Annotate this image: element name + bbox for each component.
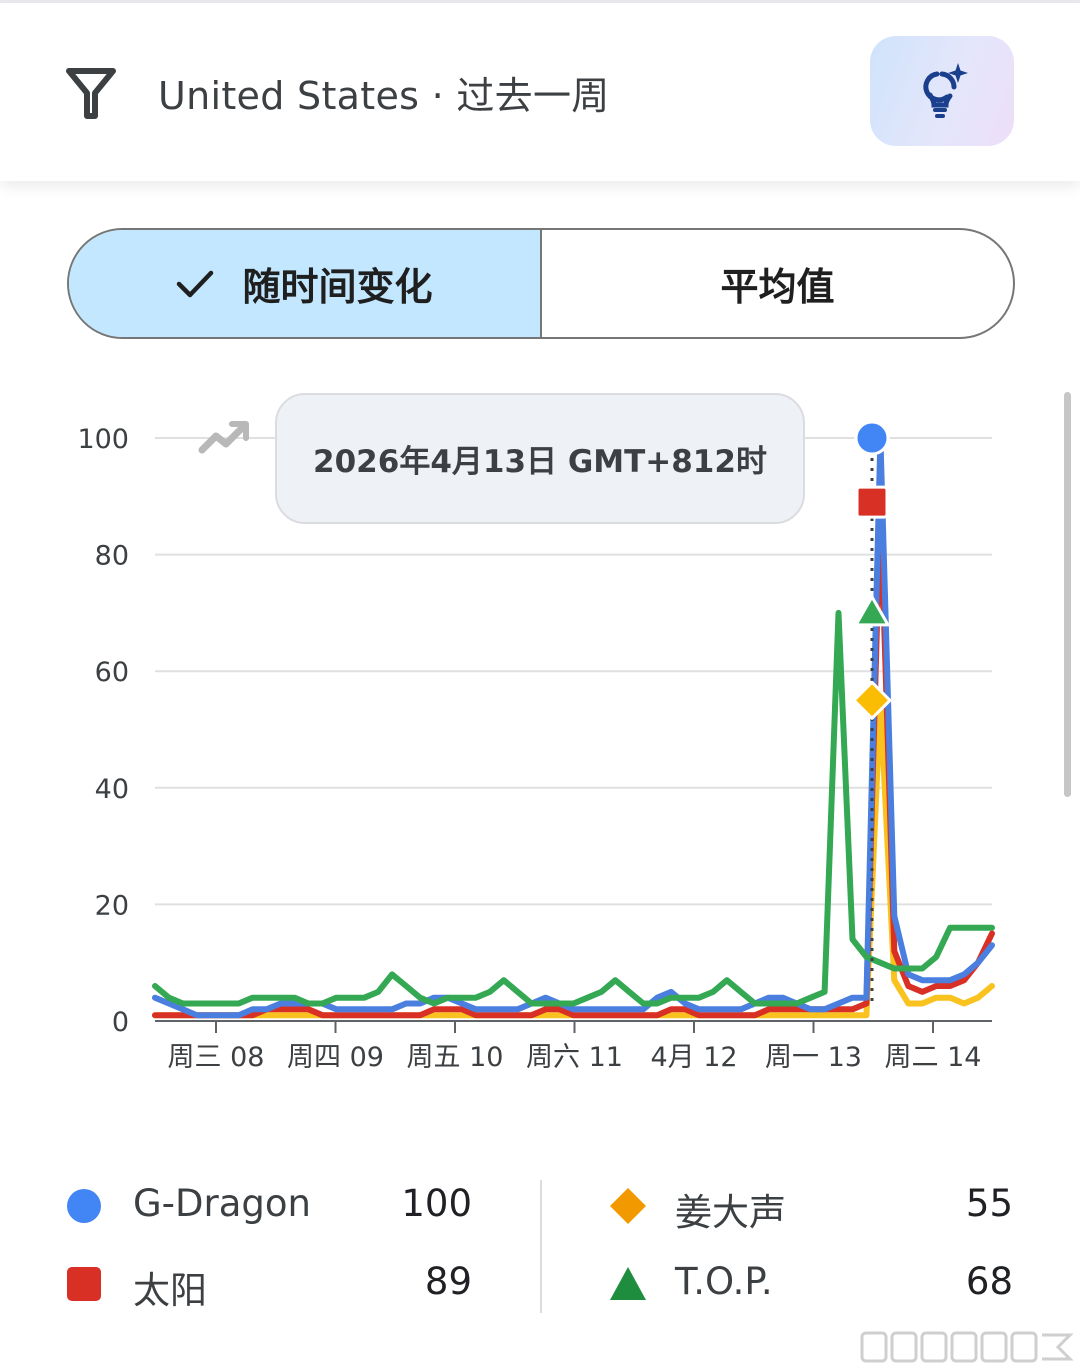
legend-label: 太阳 — [133, 1269, 207, 1312]
square-marker-icon — [67, 1267, 101, 1301]
ai-insights-button[interactable] — [870, 36, 1014, 146]
y-tick-label: 80 — [95, 541, 129, 572]
toggle-over-time-label: 随时间变化 — [242, 265, 433, 309]
watermark-icon — [860, 1331, 1074, 1363]
trend-chart[interactable]: 0 20 40 60 80 100 周三 08 周四 09 周五 10 周六 11 4月 12 周一… — [0, 0, 1080, 1120]
toggle-average-label: 平均值 — [720, 265, 835, 309]
legend-value: 100 — [401, 1182, 472, 1225]
marker-circle — [854, 420, 890, 456]
top-border — [0, 0, 1080, 3]
diamond-marker-icon — [610, 1188, 646, 1224]
legend-label: G-Dragon — [133, 1182, 311, 1225]
y-tick-label: 20 — [95, 890, 129, 921]
series-line- — [152, 499, 995, 1019]
view-toggle: 随时间变化 平均值 — [67, 228, 1015, 339]
legend-label: T.O.P. — [675, 1260, 773, 1303]
filter-icon[interactable] — [66, 67, 116, 119]
toggle-over-time[interactable]: 随时间变化 — [69, 230, 542, 337]
marker-triangle — [854, 595, 890, 627]
x-tick-label: 周六 11 — [526, 1042, 623, 1073]
legend-value: 55 — [965, 1182, 1013, 1225]
trending-icon — [198, 421, 249, 454]
marker-diamond — [852, 680, 892, 720]
filter-summary[interactable]: United States · 过去一周 — [158, 74, 610, 118]
circle-marker-icon — [67, 1189, 101, 1223]
x-tick-label: 周四 09 — [287, 1042, 384, 1073]
lightbulb-sparkle-icon — [923, 63, 968, 118]
x-tick-label: 周五 10 — [407, 1042, 504, 1073]
scrollbar[interactable] — [1064, 392, 1071, 797]
series-line-g-dragon — [152, 435, 995, 1019]
y-tick-label: 100 — [77, 424, 129, 455]
marker-square — [855, 485, 889, 519]
legend-divider — [540, 1180, 542, 1313]
legend-value: 89 — [424, 1260, 472, 1303]
y-tick-label: 40 — [95, 774, 129, 805]
legend-label: 姜大声 — [675, 1191, 786, 1234]
header-bar: United States · 过去一周 — [0, 3, 1080, 181]
x-tick-label: 周二 14 — [885, 1042, 982, 1073]
check-icon — [176, 269, 214, 299]
y-tick-label: 0 — [112, 1007, 129, 1038]
x-tick-label: 周三 08 — [168, 1042, 265, 1073]
toggle-average[interactable]: 平均值 — [542, 230, 1013, 337]
x-tick-label: 4月 12 — [650, 1042, 737, 1073]
triangle-marker-icon — [610, 1267, 646, 1300]
legend-value: 68 — [965, 1260, 1013, 1303]
y-tick-label: 60 — [95, 657, 129, 688]
series-line-t-o-p — [152, 609, 995, 1007]
chart-tooltip: 2026年4月13日 GMT+812时 — [275, 393, 805, 524]
x-tick-label: 周一 13 — [765, 1042, 862, 1073]
